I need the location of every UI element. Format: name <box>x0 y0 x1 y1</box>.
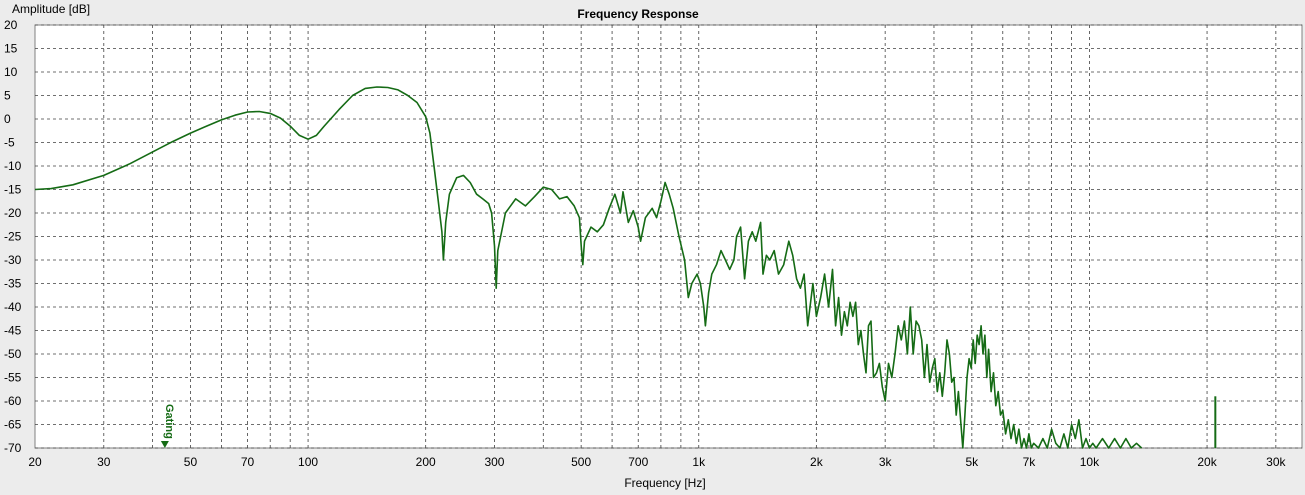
y-tick-label: -55 <box>4 371 22 385</box>
y-tick-labels: 20 15 10 5 0 -5 -10 -15 -20 -25 -30 -35 -40 -45 -50 -55… <box>4 18 22 455</box>
y-tick-label: 0 <box>4 112 11 126</box>
y-tick-label: 5 <box>4 89 11 103</box>
y-tick-label: 10 <box>4 65 18 79</box>
x-tick-label: 300 <box>484 455 504 469</box>
x-tick-label: 20k <box>1197 455 1217 469</box>
y-tick-label: -35 <box>4 277 22 291</box>
y-tick-label: -30 <box>4 253 22 267</box>
y-tick-label: 20 <box>4 18 18 32</box>
y-tick-label: -70 <box>4 441 22 455</box>
x-tick-label: 3k <box>879 455 893 469</box>
y-tick-label: -60 <box>4 394 22 408</box>
gating-label: Gating <box>163 404 175 439</box>
x-tick-label: 7k <box>1023 455 1037 469</box>
grid-lines <box>35 24 1302 449</box>
x-tick-label: 100 <box>298 455 318 469</box>
x-tick-label: 500 <box>571 455 591 469</box>
y-tick-label: -45 <box>4 324 22 338</box>
gating-arrow <box>160 441 169 448</box>
x-tick-label: 30k <box>1266 455 1286 469</box>
y-tick-label: -10 <box>4 159 22 173</box>
series-line <box>34 86 1143 449</box>
y-tick-label: -65 <box>4 418 22 432</box>
x-tick-label: 5k <box>965 455 979 469</box>
x-tick-label: 700 <box>628 455 648 469</box>
x-tick-label: 70 <box>241 455 255 469</box>
x-tick-labels: 20 30 50 70 100 200 300 500 700 1k 2k 3k 5k 7k 10k 20k 3… <box>28 455 1286 469</box>
x-tick-label: 200 <box>416 455 436 469</box>
y-tick-label: -50 <box>4 347 22 361</box>
gating-marker: Gating <box>160 404 175 448</box>
x-axis-label: Frequency [Hz] <box>624 476 705 490</box>
y-tick-label: -15 <box>4 183 22 197</box>
x-tick-label: 20 <box>28 455 42 469</box>
y-tick-label: -25 <box>4 230 22 244</box>
y-tick-label: -20 <box>4 206 22 220</box>
x-tick-label: 30 <box>97 455 111 469</box>
x-tick-label: 50 <box>184 455 198 469</box>
x-tick-label: 2k <box>810 455 824 469</box>
y-tick-label: -5 <box>4 136 15 150</box>
x-tick-label: 1k <box>692 455 706 469</box>
chart-title: Frequency Response <box>577 7 699 21</box>
y-axis-label: Amplitude [dB] <box>12 2 90 16</box>
x-tick-label: 10k <box>1080 455 1100 469</box>
y-tick-label: 15 <box>4 42 18 56</box>
y-tick-label: -40 <box>4 300 22 314</box>
